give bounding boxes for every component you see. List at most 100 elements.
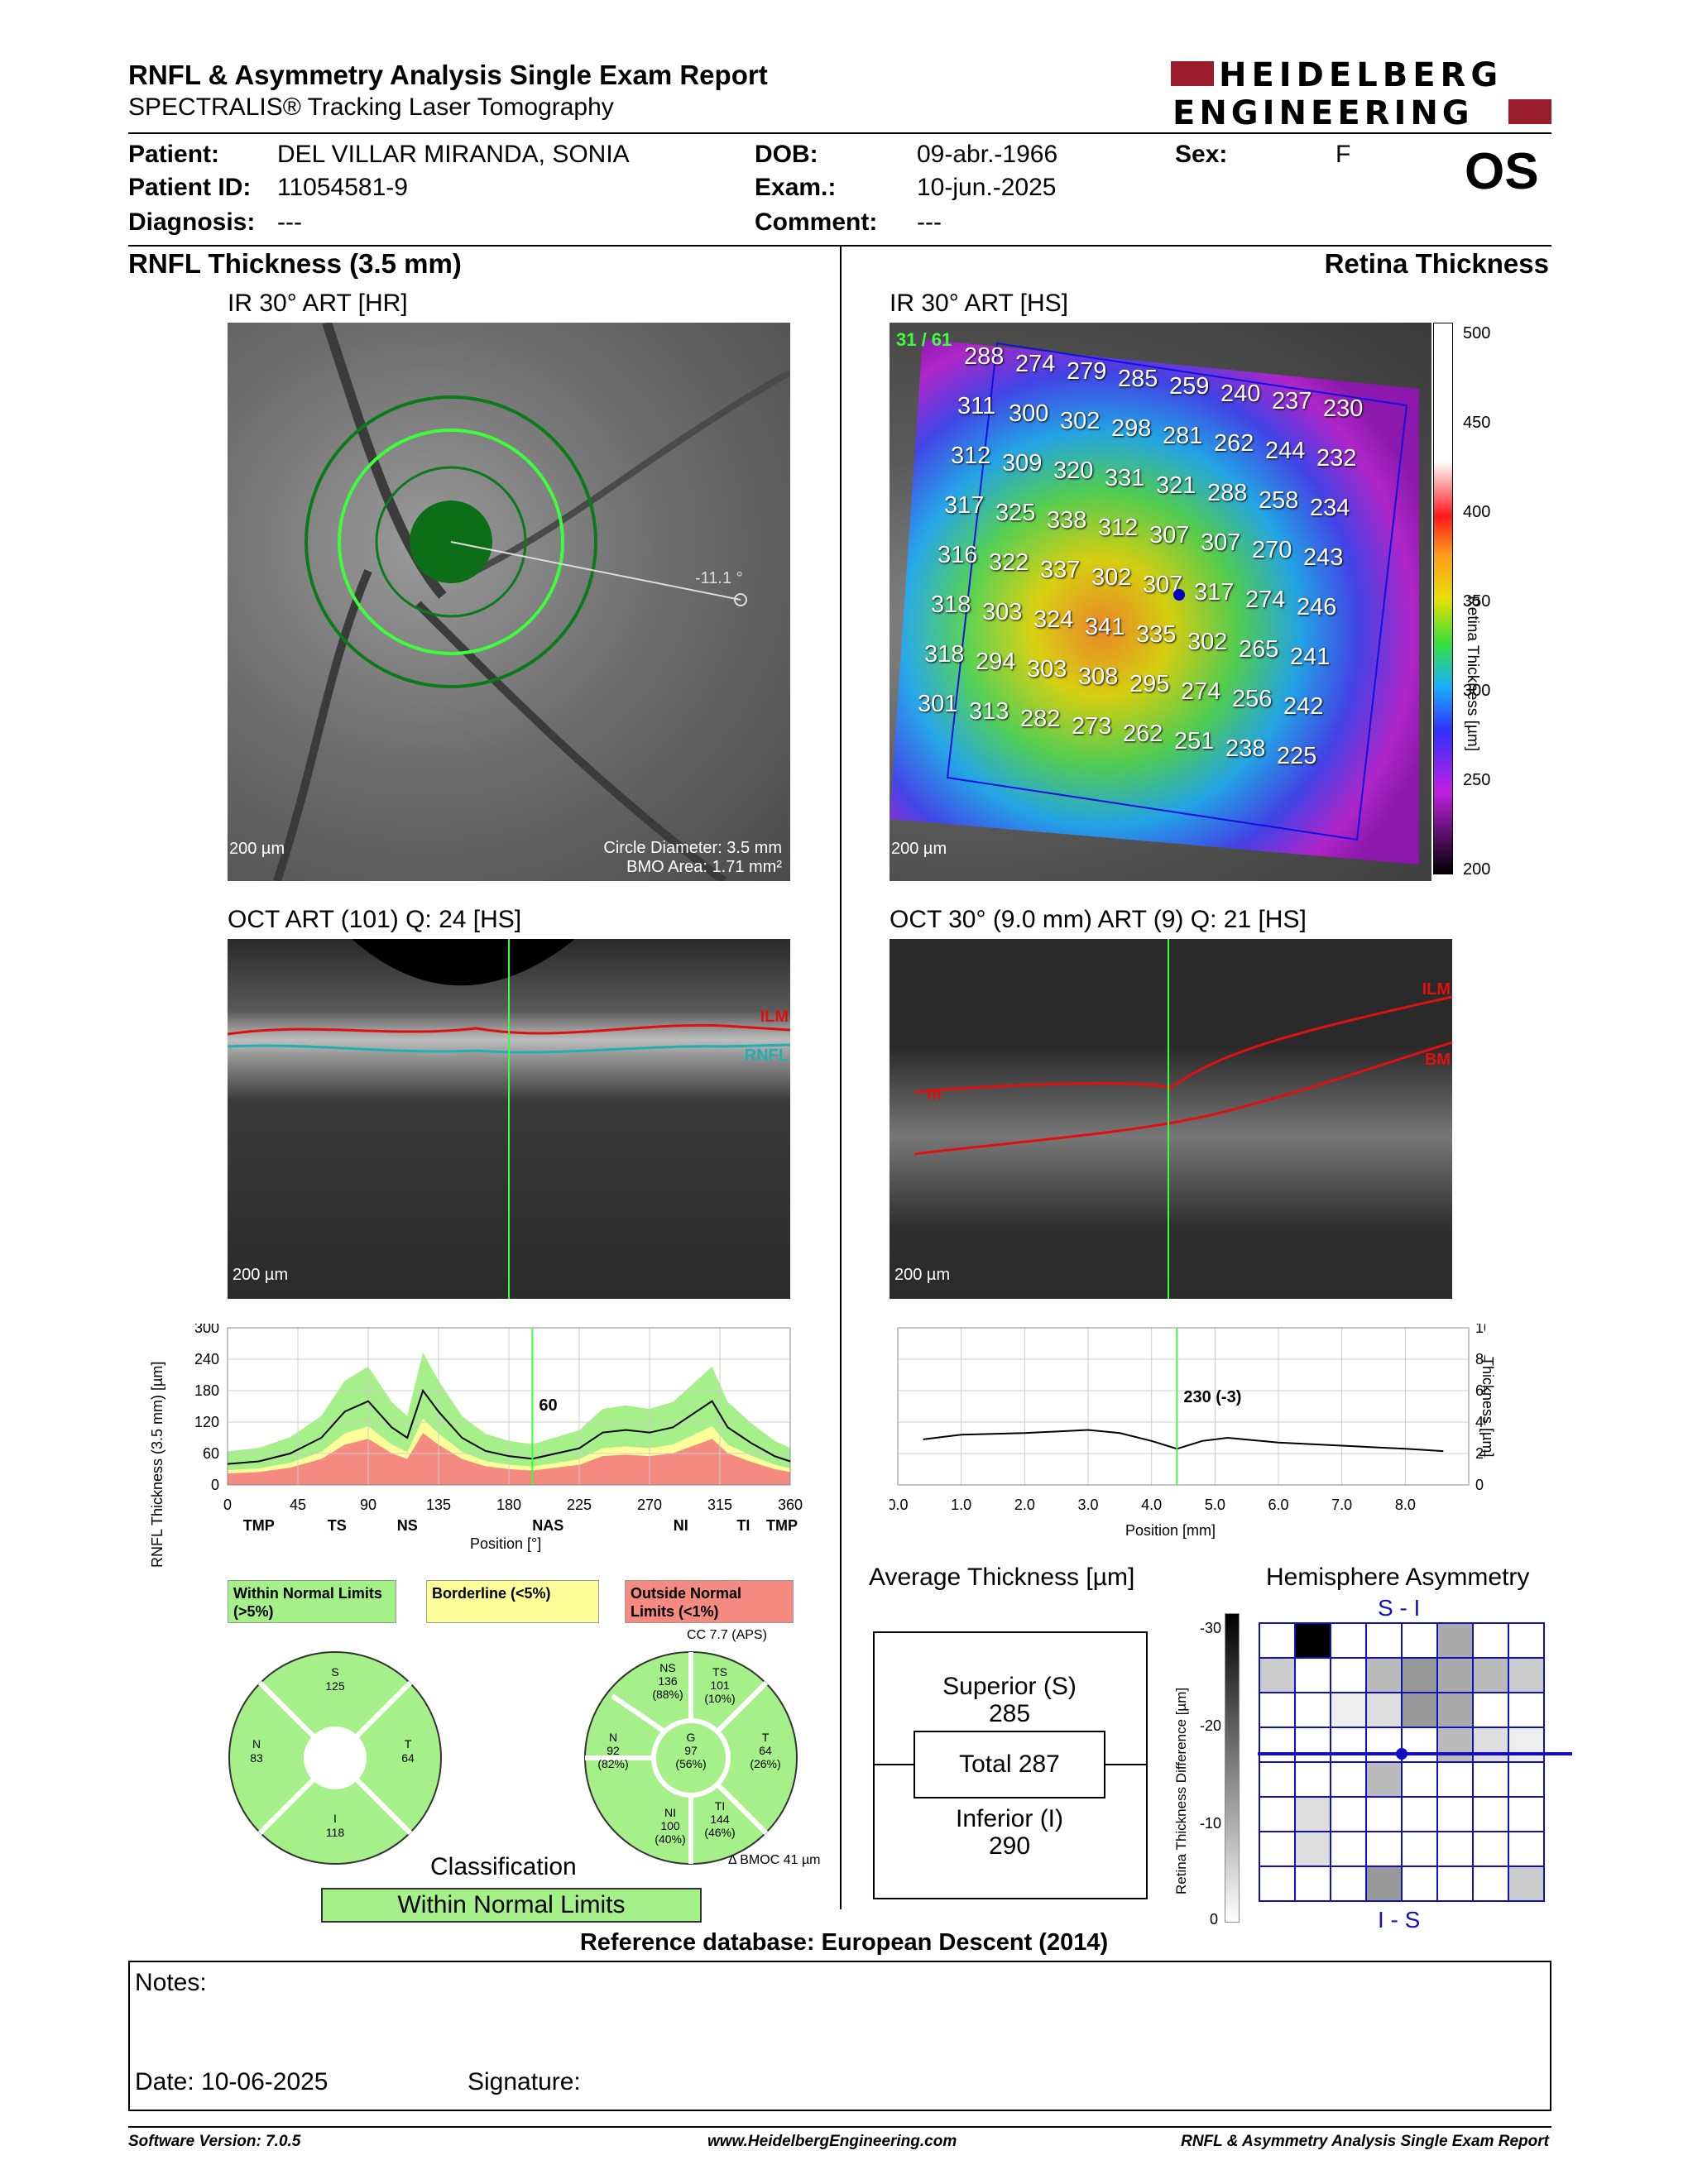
rnfl-chart-frame xyxy=(227,1327,791,1486)
thickness-grid-cell: 237 xyxy=(1272,388,1312,414)
notes-date: Date: 10-06-2025 xyxy=(135,2068,328,2095)
thickness-grid-cell: 274 xyxy=(1181,678,1221,705)
footer-software: Software Version: 7.0.5 xyxy=(128,2133,301,2150)
thickness-grid-cell: 337 xyxy=(1040,557,1081,583)
rnfl-series-line xyxy=(227,1388,791,1465)
oct-left-scale: 200 µm xyxy=(233,1266,289,1284)
asym-cell xyxy=(1401,1866,1438,1902)
pie-right-ns-label: NS xyxy=(659,1661,676,1674)
retina-ytick: 600 xyxy=(1475,1382,1485,1399)
report-subtitle: SPECTRALIS® Tracking Laser Tomography xyxy=(128,93,614,121)
asym-cell xyxy=(1294,1657,1331,1693)
diagnosis-label: Diagnosis: xyxy=(128,208,256,236)
asym-tick: 0 xyxy=(1210,1911,1219,1928)
rnfl-chart: 60 300 240 180 120 60 00 45 90 135 180 225 270 315 360… xyxy=(194,1324,803,1534)
rnfl-ytick: 300 xyxy=(194,1324,219,1336)
sex-value: F xyxy=(1336,141,1351,168)
thickness-grid-cell: 288 xyxy=(1207,480,1248,506)
thickness-grid-cell: 300 xyxy=(1009,400,1049,427)
asym-cell xyxy=(1259,1831,1296,1867)
pie-right-g-label: G xyxy=(686,1731,696,1744)
pie-right-n-pct: (82%) xyxy=(597,1757,629,1770)
rnfl-xtick: 90 xyxy=(360,1497,376,1513)
thickness-grid-cell: 311 xyxy=(957,393,996,419)
retina-xtick: 7.0 xyxy=(1331,1497,1352,1513)
thickness-grid-cell: 303 xyxy=(1027,656,1067,682)
pie-right-ns: 136 xyxy=(658,1674,678,1688)
thickness-grid-cell: 303 xyxy=(982,599,1023,625)
thickness-grid-cell: 273 xyxy=(1072,713,1112,740)
retina-series-line xyxy=(923,1429,1444,1453)
dob-label: DOB: xyxy=(755,141,818,168)
retina-section-title: Retina Thickness xyxy=(1324,248,1549,279)
thickness-grid-cell: 309 xyxy=(1002,450,1043,477)
asym-cell xyxy=(1508,1692,1545,1728)
thickness-grid-cell: 320 xyxy=(1053,457,1094,484)
rnfl-xtick: 225 xyxy=(567,1497,592,1513)
retina-ytick: 400 xyxy=(1475,1414,1485,1430)
thickness-grid-cell: 262 xyxy=(1214,430,1254,457)
pie-right-ti-pct: (46%) xyxy=(704,1826,736,1839)
asym-cell xyxy=(1401,1727,1438,1763)
asym-cell xyxy=(1436,1866,1474,1902)
colorbar-tick: 250 xyxy=(1463,771,1491,789)
thickness-grid-cell: 298 xyxy=(1111,415,1152,442)
asym-cell xyxy=(1401,1761,1438,1798)
asym-cell xyxy=(1472,1761,1509,1798)
asym-cell xyxy=(1365,1727,1403,1763)
pie-left-s-label: S xyxy=(331,1665,339,1679)
pie-right-ti: 144 xyxy=(710,1813,730,1826)
thickness-grid-cell: 322 xyxy=(989,549,1029,576)
rnfl-region-label: TI xyxy=(736,1517,750,1534)
exam-value: 10-jun.-2025 xyxy=(917,174,1057,201)
pie-right-g: 97 xyxy=(684,1744,698,1757)
rnfl-ytick: 120 xyxy=(194,1414,219,1430)
thickness-grid-cell: 324 xyxy=(1033,606,1074,633)
notes-label: Notes: xyxy=(135,1969,207,1996)
rnfl-xtick: 45 xyxy=(290,1497,306,1513)
asym-cell xyxy=(1401,1831,1438,1867)
asym-cell xyxy=(1330,1796,1367,1832)
asym-cell xyxy=(1472,1622,1509,1659)
oct-right-title: OCT 30° (9.0 mm) ART (9) Q: 21 [HS] xyxy=(890,906,1307,933)
asym-cell xyxy=(1401,1692,1438,1728)
pie-left-i-label: I xyxy=(333,1812,337,1825)
notes-signature: Signature: xyxy=(468,2068,581,2095)
retina-xtick: 6.0 xyxy=(1268,1497,1288,1513)
avg-inferior-label: Inferior (I) xyxy=(955,1805,1064,1832)
thickness-grid-cell: 274 xyxy=(1015,351,1056,377)
classification-value: Within Normal Limits xyxy=(321,1888,702,1923)
avg-title: Average Thickness [µm] xyxy=(869,1564,1135,1591)
notes-box xyxy=(128,1961,1551,2111)
asym-cell xyxy=(1365,1831,1403,1867)
thickness-grid-cell: 270 xyxy=(1252,537,1292,563)
asym-top-label: S - I xyxy=(1378,1595,1421,1621)
ir-left-bmo: BMO Area: 1.71 mm² xyxy=(626,858,782,876)
legend-borderline: Borderline (<5%) xyxy=(426,1580,599,1623)
pie-left-n-label: N xyxy=(252,1737,261,1751)
thickness-grid-cell: 246 xyxy=(1297,594,1337,620)
thickness-grid-cell: 230 xyxy=(1323,395,1364,422)
thickness-grid-cell: 302 xyxy=(1091,564,1132,591)
retina-ytick: 1000 xyxy=(1475,1324,1485,1336)
thickness-grid-cell: 317 xyxy=(1194,579,1235,606)
asym-cell xyxy=(1472,1692,1509,1728)
oct-right-ilm: ILM xyxy=(1422,980,1451,999)
rnfl-region-label: TMP xyxy=(243,1517,275,1534)
ir-left-angle: -11.1 ° xyxy=(695,569,743,587)
pie-left-i: 118 xyxy=(325,1826,345,1839)
retina-chart: 230 (-3) 1000 800 600 400 200 0 0.0 1.0 2.0 3.0 4.0… xyxy=(890,1324,1485,1513)
thickness-grid-cell: 244 xyxy=(1265,438,1306,464)
oct-right-image: ILM BM m 200 µm xyxy=(890,939,1452,1299)
eye-badge: OS xyxy=(1465,143,1539,200)
rnfl-xtick: 180 xyxy=(496,1497,521,1513)
thickness-grid-cell: 308 xyxy=(1078,663,1119,690)
thickness-grid-cell: 258 xyxy=(1259,487,1299,514)
avg-box xyxy=(873,1631,1148,1899)
asym-tick: -20 xyxy=(1200,1717,1222,1734)
legend-within: Within Normal Limits (>5%) xyxy=(228,1580,396,1623)
patient-id: 11054581-9 xyxy=(277,174,408,201)
asym-cell xyxy=(1294,1727,1331,1763)
pie-right-ts: 101 xyxy=(710,1679,730,1692)
asym-title: Hemisphere Asymmetry xyxy=(1266,1564,1530,1591)
